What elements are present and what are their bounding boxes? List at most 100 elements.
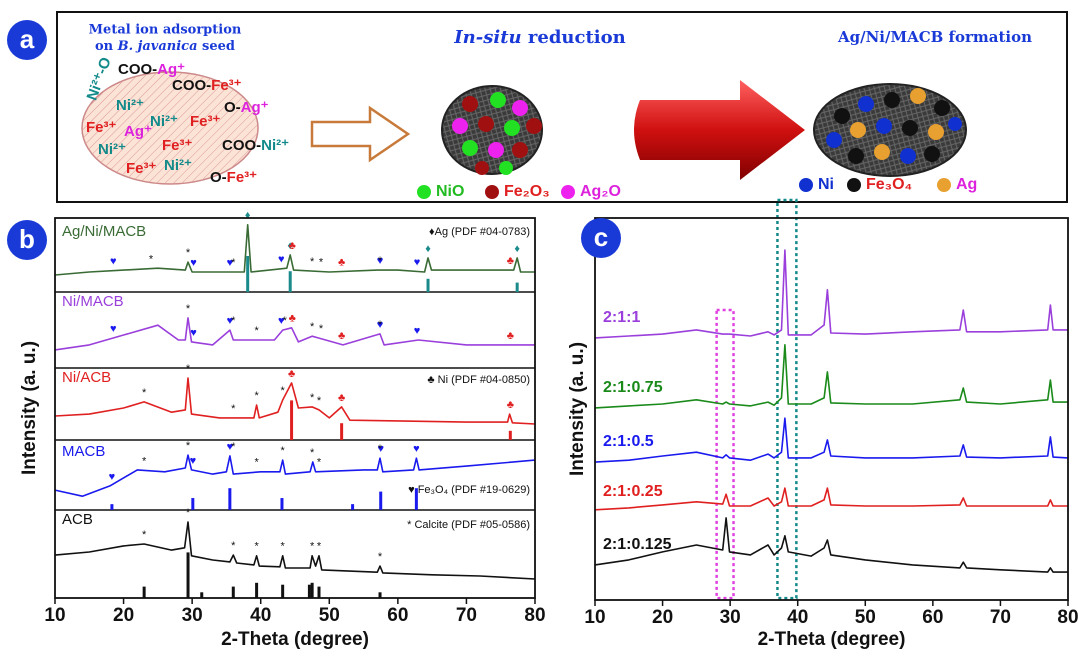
peak-marker: * (186, 507, 191, 519)
legend-label: Ag (956, 176, 977, 193)
highlight-box (717, 310, 734, 598)
text-part: O- (224, 99, 241, 116)
reference-legend: * Calcite (PDF #05-0586) (407, 519, 530, 531)
text-part: Ag⁺ (241, 99, 269, 116)
series-label: MACB (62, 443, 105, 460)
peak-marker: * (317, 541, 322, 553)
text-part: Fe³⁺ (86, 119, 117, 136)
plot-frame (55, 218, 535, 598)
text-part: Fe³⁺ (211, 77, 242, 94)
peak-marker: * (378, 551, 383, 563)
peak-marker: * (254, 325, 259, 337)
legend-label: Fe₃O₄ (866, 176, 912, 193)
peak-marker: * (186, 303, 191, 315)
peak-marker: * (281, 541, 286, 553)
series-label: 2:1:0.75 (603, 379, 663, 396)
text-part: Ni²⁺ (164, 157, 192, 174)
series-label: 2:1:0.5 (603, 433, 654, 450)
peak-marker: * (378, 319, 383, 331)
peak-marker: ♥ (414, 325, 421, 337)
peak-marker: * (317, 395, 322, 407)
peak-marker: * (378, 443, 383, 455)
text-part: Fe³⁺ (190, 113, 221, 130)
peak-marker: * (142, 455, 147, 467)
text-part: Fe³⁺ (227, 169, 258, 186)
legend-dot (937, 178, 951, 192)
heading: Ag/Ni/MACB formation (837, 28, 1032, 46)
legend-dot (485, 185, 499, 199)
peak-marker: ♣ (507, 399, 514, 411)
ion-label: Fe³⁺ (162, 137, 193, 154)
ion-label: COO-Ag⁺ (118, 61, 185, 78)
x-tick-label: 40 (787, 607, 808, 628)
series-label: Ni/ACB (62, 369, 111, 386)
peak-marker: * (254, 390, 259, 402)
peak-marker: * (310, 321, 315, 333)
reference-legend: ♣ Ni (PDF #04-0850) (427, 374, 530, 386)
series-label: 2:1:0.25 (603, 483, 663, 500)
peak-marker: * (281, 445, 286, 457)
panel-label: b (19, 224, 35, 254)
figure: aMetal ion adsorptionon B. javanica seed… (0, 0, 1078, 654)
peak-marker: * (310, 256, 315, 268)
x-tick-label: 80 (524, 605, 545, 626)
peak-marker: * (186, 363, 191, 375)
peak-marker: * (231, 257, 236, 269)
peak-marker: ♦ (245, 210, 251, 222)
text-part: COO- (222, 137, 261, 154)
ion-label: Fe³⁺ (86, 119, 117, 136)
peak-marker: ♥ (413, 443, 420, 455)
legend-dot (847, 178, 861, 192)
peak-marker: ♥ (110, 323, 117, 335)
peak-marker: * (319, 323, 324, 335)
peak-marker: * (231, 540, 236, 552)
xrd-pattern (595, 345, 1068, 408)
ion-label: Ni²⁺ (116, 97, 144, 114)
ion-label: COO-Ni²⁺ (222, 137, 289, 154)
legend-label: Ag₂O (580, 183, 621, 200)
text-part: In-situ (453, 27, 521, 48)
text-part: Ni²⁺ (261, 137, 289, 154)
series-label: Ni/MACB (62, 293, 124, 310)
peak-marker: * (317, 457, 322, 469)
peak-marker: * (142, 529, 147, 541)
x-tick-label: 60 (387, 605, 408, 626)
ion-label: Ag⁺ (124, 123, 152, 140)
text-part: seed (198, 39, 235, 54)
peak-marker: * (310, 447, 315, 459)
text-part: Ni²⁺ (150, 113, 178, 130)
text-part: Fe³⁺ (162, 137, 193, 154)
x-tick-label: 70 (456, 605, 477, 626)
text-part: Fe³⁺ (126, 160, 157, 177)
y-axis-title: Intensity (a. u.) (567, 342, 588, 476)
xrd-pattern (595, 418, 1068, 462)
peak-marker: * (319, 256, 324, 268)
peak-marker: * (231, 441, 236, 453)
ion-label: Ni²⁺ (164, 157, 192, 174)
text-part: COO- (172, 77, 211, 94)
ion-label: COO-Fe³⁺ (172, 77, 242, 94)
ion-label: Fe³⁺ (190, 113, 221, 130)
x-tick-label: 10 (584, 607, 605, 628)
text-part: O- (210, 169, 227, 186)
legend-dot (561, 185, 575, 199)
x-tick-label: 50 (855, 607, 876, 628)
x-axis-title: 2-Theta (degree) (221, 629, 369, 650)
page: aMetal ion adsorptionon B. javanica seed… (0, 0, 1078, 654)
legend-dot (799, 178, 813, 192)
peak-marker: ♥ (109, 471, 116, 483)
peak-marker: ♥ (110, 256, 117, 268)
text-part: Ag⁺ (124, 123, 152, 140)
x-tick-label: 20 (113, 605, 134, 626)
legend-label: Fe₂O₃ (504, 183, 550, 200)
peak-marker: * (231, 403, 236, 415)
peak-marker: * (231, 315, 236, 327)
ion-label: Ni²⁺ (98, 141, 126, 158)
heading: on B. javanica seed (95, 39, 235, 54)
peak-marker: ♣ (338, 330, 345, 342)
x-tick-label: 10 (44, 605, 65, 626)
ion-label: Fe³⁺ (126, 160, 157, 177)
ion-label: O-Fe³⁺ (210, 169, 257, 186)
x-tick-label: 80 (1057, 607, 1078, 628)
peak-marker: * (186, 247, 191, 259)
